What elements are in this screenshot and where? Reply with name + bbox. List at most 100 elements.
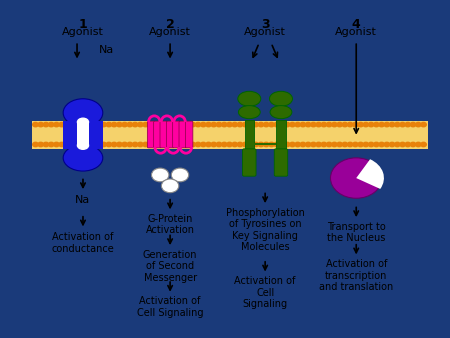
Ellipse shape: [77, 142, 89, 149]
Circle shape: [389, 122, 395, 127]
Circle shape: [201, 142, 206, 147]
Text: Activation of
Cell
Signaling: Activation of Cell Signaling: [234, 276, 296, 309]
Circle shape: [148, 142, 153, 147]
Bar: [254, 143, 276, 145]
Circle shape: [295, 122, 301, 127]
Circle shape: [243, 122, 248, 127]
Circle shape: [158, 122, 164, 127]
Circle shape: [384, 142, 390, 147]
Circle shape: [374, 142, 379, 147]
Circle shape: [127, 122, 133, 127]
FancyBboxPatch shape: [243, 149, 256, 176]
Circle shape: [332, 122, 337, 127]
Circle shape: [54, 142, 59, 147]
Circle shape: [143, 142, 148, 147]
Circle shape: [174, 142, 180, 147]
Bar: [276, 120, 286, 149]
Circle shape: [206, 122, 212, 127]
Text: 4: 4: [352, 18, 360, 31]
Circle shape: [38, 122, 44, 127]
Circle shape: [206, 142, 212, 147]
Circle shape: [75, 142, 80, 147]
Circle shape: [227, 122, 232, 127]
Text: Activation of
conductance: Activation of conductance: [52, 233, 114, 254]
FancyBboxPatch shape: [179, 121, 187, 148]
Circle shape: [353, 142, 358, 147]
Ellipse shape: [77, 118, 89, 126]
Circle shape: [237, 122, 243, 127]
Text: Generation
of Second
Messenger: Generation of Second Messenger: [143, 249, 198, 283]
Circle shape: [59, 122, 64, 127]
Circle shape: [347, 142, 353, 147]
Circle shape: [211, 122, 216, 127]
Circle shape: [164, 142, 169, 147]
Circle shape: [80, 142, 86, 147]
Circle shape: [190, 122, 196, 127]
Circle shape: [290, 122, 295, 127]
Circle shape: [316, 142, 321, 147]
FancyBboxPatch shape: [160, 121, 167, 148]
Circle shape: [358, 142, 364, 147]
Circle shape: [363, 122, 369, 127]
Circle shape: [117, 122, 122, 127]
Circle shape: [69, 122, 75, 127]
Circle shape: [132, 122, 138, 127]
Circle shape: [180, 142, 185, 147]
Ellipse shape: [270, 91, 293, 106]
Ellipse shape: [63, 99, 103, 127]
Circle shape: [101, 122, 106, 127]
Circle shape: [421, 122, 426, 127]
Circle shape: [415, 122, 421, 127]
Circle shape: [306, 142, 311, 147]
Circle shape: [85, 142, 91, 147]
Circle shape: [342, 122, 348, 127]
Circle shape: [337, 142, 342, 147]
Circle shape: [143, 122, 148, 127]
Circle shape: [152, 168, 169, 182]
Circle shape: [310, 122, 316, 127]
Circle shape: [174, 122, 180, 127]
Text: 1: 1: [79, 18, 87, 31]
Circle shape: [237, 142, 243, 147]
Circle shape: [368, 142, 374, 147]
Circle shape: [248, 122, 253, 127]
Text: G-Protein
Activation: G-Protein Activation: [146, 214, 194, 236]
Circle shape: [164, 122, 169, 127]
Circle shape: [269, 122, 274, 127]
Circle shape: [49, 122, 54, 127]
Bar: [32, 121, 427, 148]
Circle shape: [263, 142, 269, 147]
Circle shape: [90, 142, 96, 147]
Circle shape: [148, 122, 153, 127]
FancyBboxPatch shape: [153, 121, 161, 148]
Circle shape: [33, 122, 38, 127]
Circle shape: [162, 179, 179, 193]
Circle shape: [395, 122, 400, 127]
FancyBboxPatch shape: [185, 121, 193, 148]
Circle shape: [153, 142, 159, 147]
Circle shape: [33, 142, 38, 147]
Circle shape: [306, 122, 311, 127]
Circle shape: [153, 122, 159, 127]
Circle shape: [400, 142, 405, 147]
Circle shape: [201, 122, 206, 127]
Text: 2: 2: [166, 18, 175, 31]
Circle shape: [49, 142, 54, 147]
Circle shape: [405, 122, 410, 127]
Circle shape: [274, 142, 279, 147]
FancyBboxPatch shape: [166, 121, 174, 148]
Text: Transport to
the Nucleus: Transport to the Nucleus: [327, 222, 386, 243]
Circle shape: [274, 122, 279, 127]
Circle shape: [111, 122, 117, 127]
Circle shape: [122, 122, 127, 127]
Circle shape: [43, 142, 49, 147]
Circle shape: [253, 142, 258, 147]
Circle shape: [80, 122, 86, 127]
Circle shape: [95, 122, 101, 127]
Circle shape: [300, 142, 306, 147]
Circle shape: [321, 142, 327, 147]
Circle shape: [358, 122, 364, 127]
Wedge shape: [356, 159, 384, 189]
Circle shape: [38, 142, 44, 147]
Text: Agonist: Agonist: [62, 27, 104, 37]
